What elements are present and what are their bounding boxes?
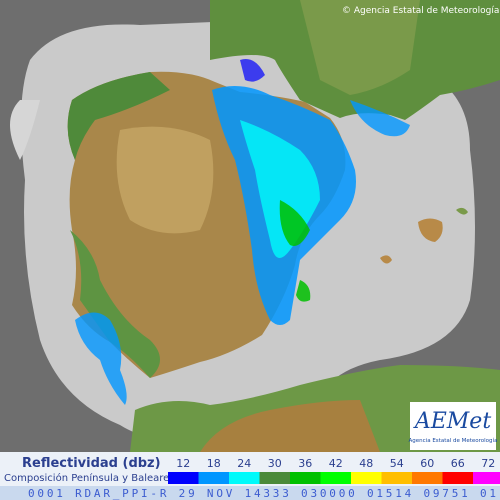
radar-echo: [350, 100, 410, 137]
legend-scale: 12 18 24 30 36 42 48 54 60 66 72: [168, 457, 500, 484]
land-africa-relief: [200, 400, 380, 452]
legend-value: 42: [329, 457, 343, 470]
copyright: © Agencia Estatal de Meteorología: [342, 6, 499, 16]
legend-value: 60: [420, 457, 434, 470]
legend-swatch: [381, 472, 412, 484]
island: [380, 255, 392, 264]
legend-value: 30: [268, 457, 282, 470]
island: [456, 207, 468, 215]
radar-echo: [240, 59, 265, 82]
island: [418, 218, 443, 242]
logo-subtitle: Agencia Estatal de Meteorología: [409, 437, 498, 444]
legend-swatch: [473, 472, 500, 484]
land-iberia-meseta: [116, 126, 214, 234]
legend-swatch: [290, 472, 321, 484]
land-france-relief: [300, 0, 420, 95]
footer-bar: [0, 486, 500, 500]
legend-swatch: [198, 472, 229, 484]
legend-value: 72: [481, 457, 495, 470]
legend-value: 18: [207, 457, 221, 470]
legend-swatch: [168, 472, 199, 484]
legend-swatch: [229, 472, 260, 484]
legend-value: 24: [237, 457, 251, 470]
legend-swatch: [442, 472, 473, 484]
land-iberia-north: [67, 72, 170, 160]
land-iberia-west: [70, 230, 160, 378]
legend-value: 66: [451, 457, 465, 470]
legend-value: 12: [176, 457, 190, 470]
legend-value: 48: [359, 457, 373, 470]
logo-name: AEMet: [413, 409, 491, 434]
legend-value: 54: [390, 457, 404, 470]
legend-subtitle: Composición Península y Baleares: [4, 472, 175, 484]
legend-swatch: [259, 472, 290, 484]
radar-echo: [75, 312, 127, 405]
logo-box: [410, 402, 496, 450]
radar-echo: [279, 200, 311, 302]
legend-value: 36: [298, 457, 312, 470]
legend-title: Reflectividad (dbz): [22, 456, 161, 471]
legend-swatch: [412, 472, 443, 484]
legend-swatch: [351, 472, 382, 484]
coverage-area: [10, 100, 40, 160]
legend-swatch: [320, 472, 351, 484]
